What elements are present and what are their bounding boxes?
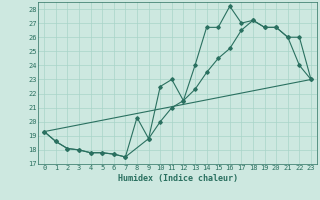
- X-axis label: Humidex (Indice chaleur): Humidex (Indice chaleur): [118, 174, 238, 183]
